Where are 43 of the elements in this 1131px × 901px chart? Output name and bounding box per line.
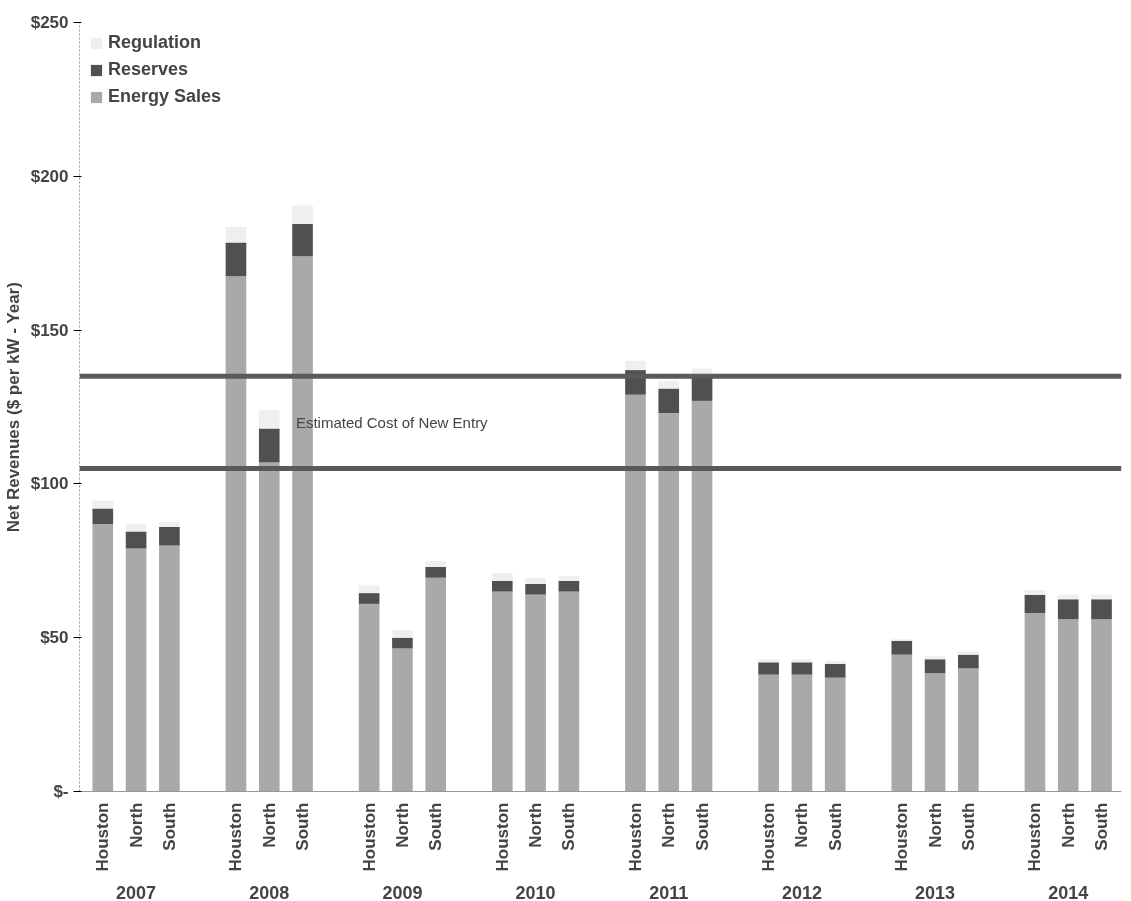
x-tick-label: South: [1092, 802, 1112, 851]
y-tick-label: $250: [30, 13, 69, 32]
x-tick-label: South: [692, 802, 712, 851]
y-axis-title: Net Revenues ($ per kW - Year): [3, 282, 23, 533]
x-tick-label: South: [159, 802, 179, 851]
text: 2013: [915, 882, 956, 901]
x-tick-label: Houston: [492, 802, 512, 872]
legend-label: Regulation: [108, 32, 201, 53]
x-tick-label: Houston: [226, 802, 246, 872]
text: 2010: [515, 882, 556, 901]
x-tick-label: North: [126, 802, 146, 848]
x-tick-label: Houston: [93, 802, 113, 872]
y-tick-label: $-: [53, 782, 69, 801]
x-tick-label: South: [559, 802, 579, 851]
y-tick-label: $50: [40, 628, 69, 648]
x-tick-label: South: [958, 802, 978, 851]
x-tick-label: Houston: [1025, 802, 1045, 872]
x-tick-label: Houston: [759, 802, 779, 872]
x-tick-label: North: [659, 802, 679, 848]
x-tick-label: South: [426, 802, 446, 851]
legend-label: Reserves: [108, 59, 189, 80]
x-tick-label: North: [792, 802, 812, 848]
text: 2008: [249, 882, 290, 901]
annotation: Estimated Cost of New Entry: [295, 413, 489, 431]
y-tick-label: $150: [30, 320, 69, 340]
legend-label: Energy Sales: [108, 86, 222, 107]
text: 2012: [781, 882, 822, 901]
x-tick-label: Houston: [359, 802, 379, 872]
x-tick-label: North: [1058, 802, 1078, 848]
x-tick-label: North: [392, 802, 412, 848]
x-tick-label: North: [526, 802, 546, 848]
x-tick-label: North: [259, 802, 279, 848]
text: 2009: [382, 882, 423, 901]
x-tick-label: Houston: [625, 802, 645, 872]
x-tick-label: Houston: [892, 802, 912, 872]
x-tick-label: South: [825, 802, 845, 851]
y-tick-label: $200: [30, 166, 69, 186]
text: 2007: [116, 882, 157, 901]
text: 2014: [1048, 882, 1089, 901]
text: 2011: [649, 882, 689, 901]
y-tick-label: $100: [30, 474, 69, 494]
x-tick-label: South: [293, 802, 313, 851]
x-tick-label: North: [925, 802, 945, 848]
